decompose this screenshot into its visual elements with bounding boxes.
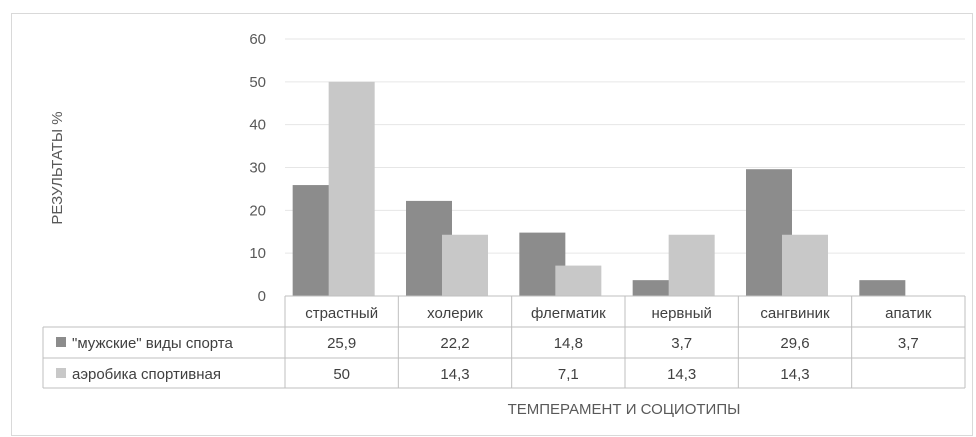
- category-label: флегматик: [531, 305, 606, 322]
- data-label: 14,3: [780, 366, 809, 383]
- data-label: 50: [333, 366, 350, 383]
- category-label: апатик: [885, 305, 932, 322]
- bar-series-1: [859, 280, 906, 296]
- y-tick-label: 30: [249, 160, 266, 177]
- category-label: сангвиник: [760, 305, 830, 322]
- gridlines: [285, 38, 965, 254]
- category-label: страстный: [305, 305, 378, 322]
- y-tick-label: 0: [258, 288, 266, 305]
- bar-series-2: [328, 81, 375, 296]
- data-label: 7,1: [558, 366, 579, 383]
- legend-swatch: [56, 368, 66, 378]
- data-label: 14,3: [440, 366, 469, 383]
- data-label: 3,7: [898, 335, 919, 352]
- legend-swatch: [56, 337, 66, 347]
- y-axis-title: РЕЗУЛЬТАТЫ %: [49, 111, 66, 224]
- y-tick-label: 50: [249, 74, 266, 91]
- chart-frame: [11, 13, 973, 436]
- data-label: 14,8: [554, 335, 583, 352]
- bar-series-2: [442, 234, 488, 296]
- data-label: 14,3: [667, 366, 696, 383]
- data-label: 3,7: [671, 335, 692, 352]
- y-tick-label: 40: [249, 117, 266, 134]
- category-label: нервный: [651, 305, 711, 322]
- y-axis-ticks: 0 10 20 30 40 50 60: [249, 31, 266, 305]
- y-tick-label: 10: [249, 245, 266, 262]
- bar-series-2: [668, 234, 715, 296]
- legend-label: аэробика спортивная: [72, 366, 221, 383]
- y-tick-label: 60: [249, 31, 266, 48]
- data-table: страстный холерик флегматик нервный сангвини…: [42, 295, 966, 389]
- data-label: 29,6: [780, 335, 809, 352]
- x-axis-title: ТЕМПЕРАМЕНТ И СОЦИОТИПЫ: [508, 401, 741, 418]
- bar-series-1: [632, 280, 679, 296]
- category-label: холерик: [427, 305, 483, 322]
- y-tick-label: 20: [249, 202, 266, 219]
- data-label: 25,9: [327, 335, 356, 352]
- bars: [292, 81, 906, 296]
- data-label: 22,2: [440, 335, 469, 352]
- legend-label: "мужские" виды спорта: [72, 335, 234, 352]
- bar-series-2: [555, 265, 602, 296]
- bar-series-2: [782, 234, 828, 296]
